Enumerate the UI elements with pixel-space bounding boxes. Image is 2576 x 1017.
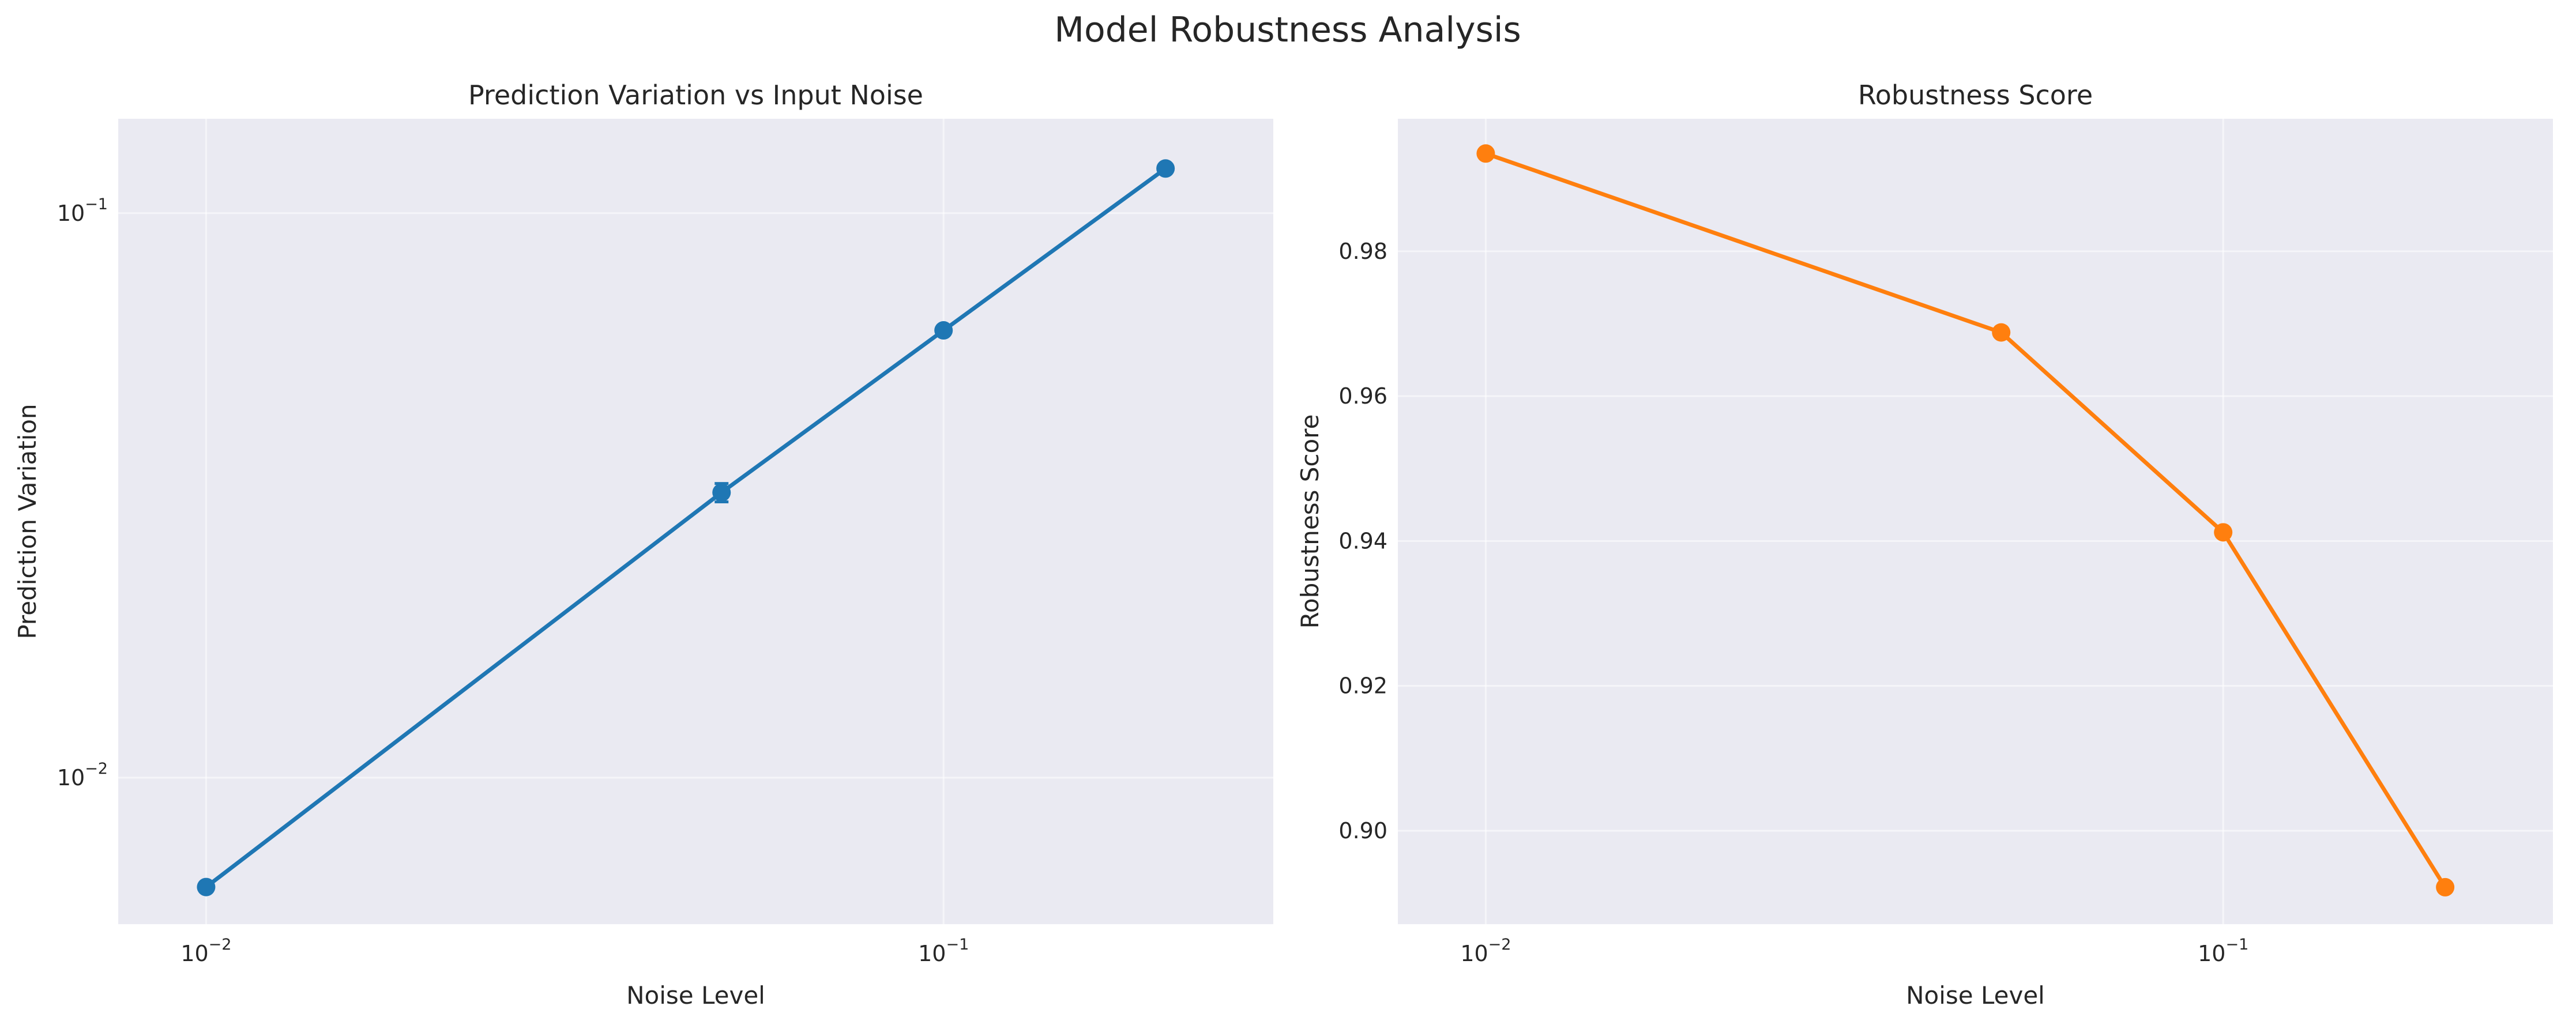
- data-point: [1476, 144, 1495, 163]
- x-tick-label: 10−2: [180, 936, 231, 966]
- data-point: [197, 877, 216, 897]
- x-axis-label: Noise Level: [626, 981, 765, 1010]
- figure-title: Model Robustness Analysis: [1054, 10, 1521, 50]
- y-axis-label: Robustness Score: [1296, 415, 1324, 629]
- y-tick-label: 0.90: [1338, 818, 1387, 843]
- x-tick-label: 10−1: [918, 936, 969, 966]
- y-tick-label: 10−1: [57, 195, 108, 226]
- y-tick-label: 0.96: [1338, 383, 1387, 409]
- plot-area: [118, 119, 1273, 924]
- chart-robustness-score: 10−2 10−1 0.90 0.92 0.94 0.96 0.98 Robustness S…: [1296, 80, 2553, 1010]
- x-tick-label: 10−2: [1460, 936, 1511, 966]
- data-point: [2214, 523, 2233, 542]
- data-point: [1992, 323, 2011, 342]
- data-point: [2436, 877, 2455, 897]
- chart-title: Prediction Variation vs Input Noise: [468, 80, 923, 111]
- series-line: [204, 166, 1168, 890]
- chart-prediction-variation: 10−2 10−1 10−2 10−1 Prediction Variation vs …: [13, 80, 1273, 1010]
- y-axis-label: Prediction Variation: [13, 404, 42, 639]
- x-axis-label: Noise Level: [1906, 981, 2045, 1010]
- data-point: [934, 321, 953, 340]
- x-tick-label: 10−1: [2198, 936, 2248, 966]
- y-tick-label: 0.92: [1338, 673, 1387, 699]
- y-tick-label: 0.98: [1338, 239, 1387, 264]
- plot-area: [1398, 119, 2553, 924]
- y-tick-label: 0.94: [1338, 528, 1387, 553]
- series-line: [1483, 151, 2447, 890]
- data-point: [712, 483, 731, 502]
- chart-title: Robustness Score: [1858, 80, 2093, 111]
- data-point: [1156, 159, 1175, 178]
- y-tick-label: 10−2: [57, 760, 108, 790]
